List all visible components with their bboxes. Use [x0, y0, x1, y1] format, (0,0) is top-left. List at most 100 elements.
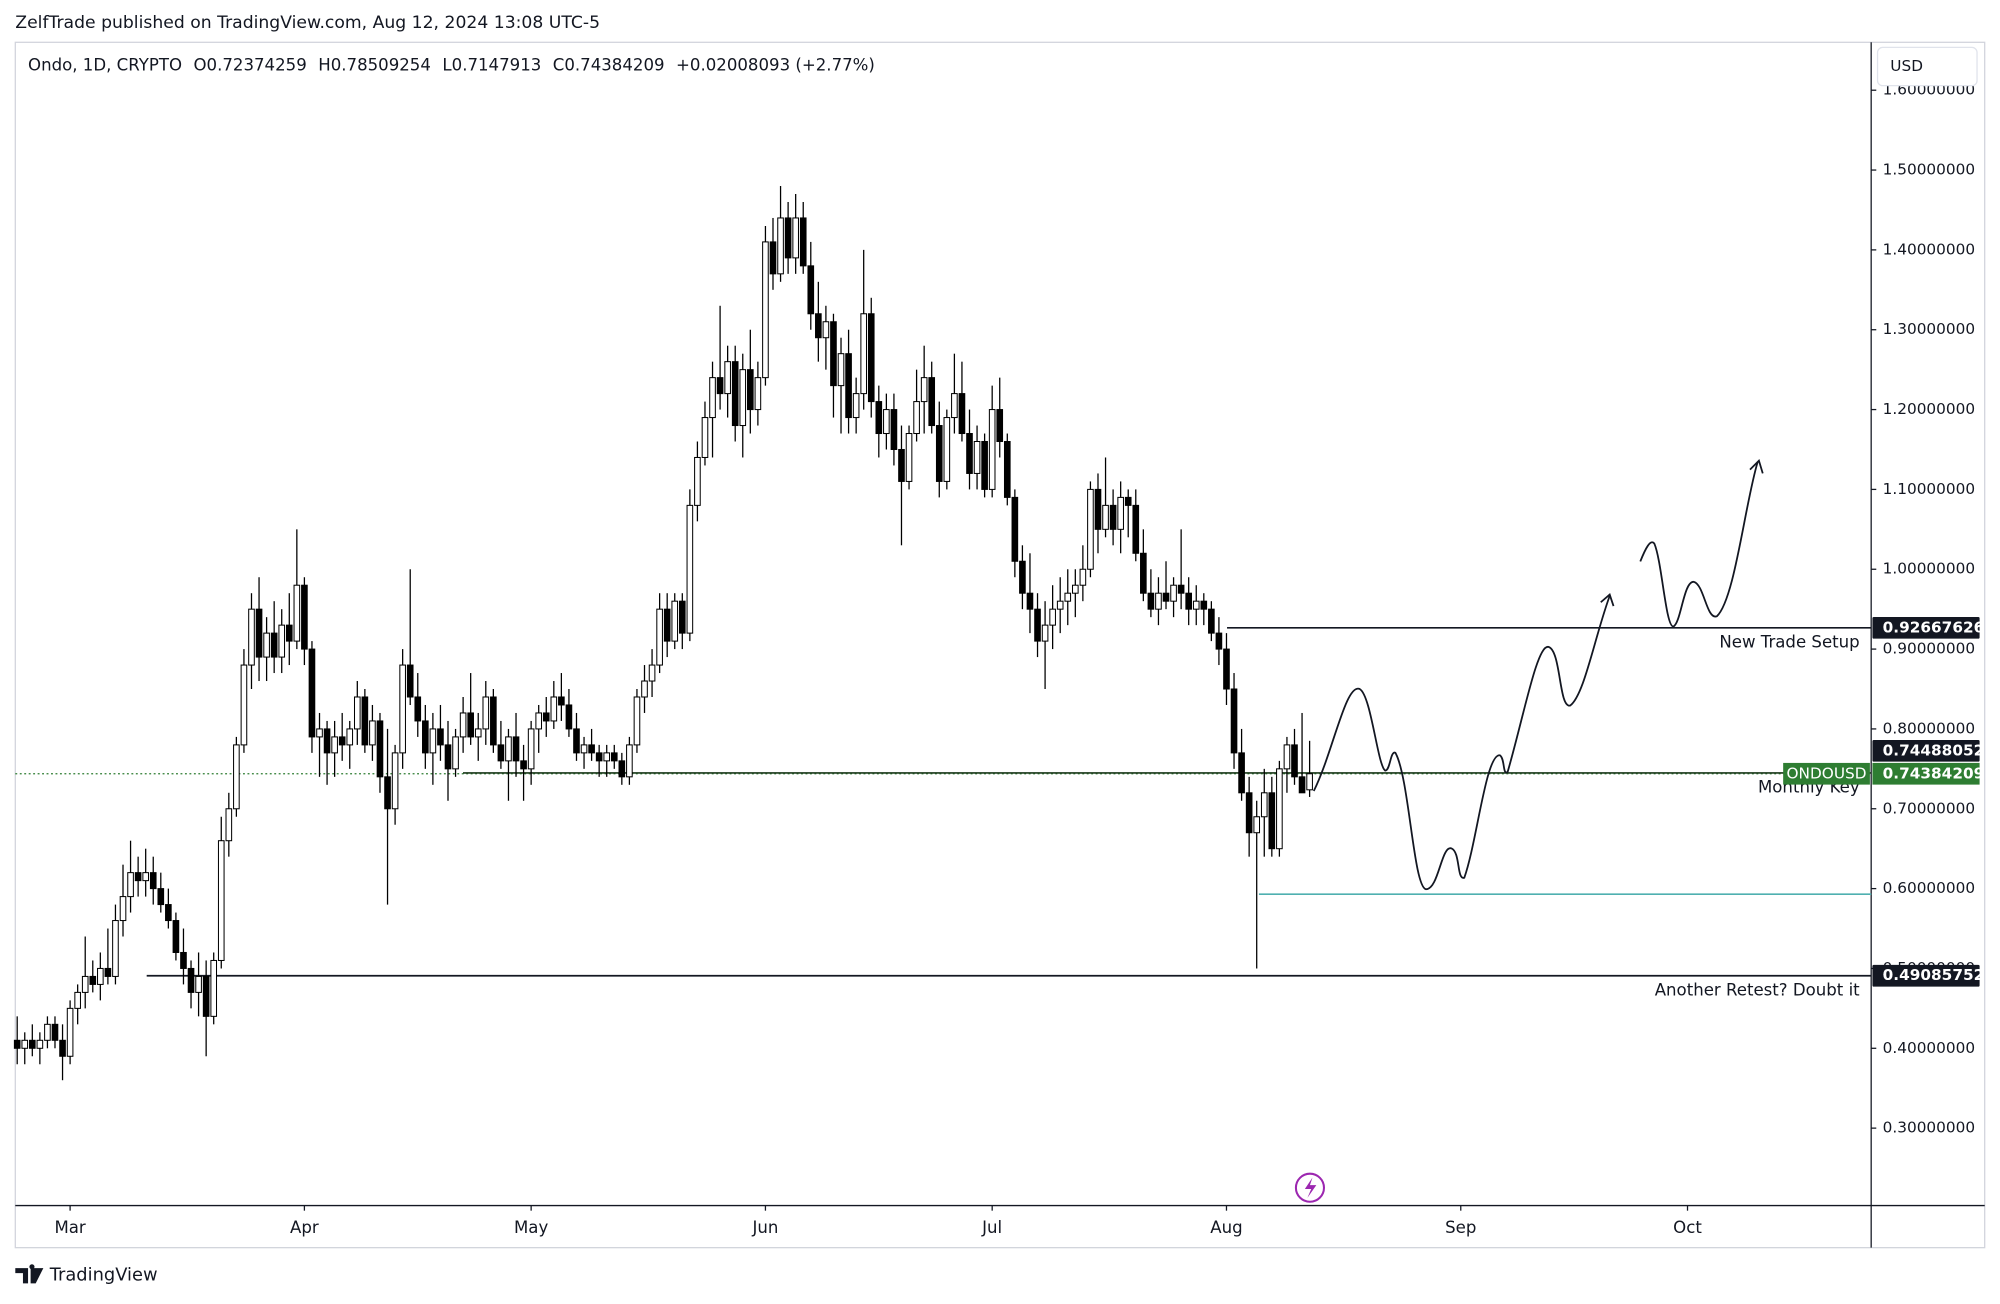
candle-body — [1094, 488, 1102, 530]
candle-body — [157, 888, 165, 906]
projection-path — [1312, 595, 1611, 891]
candle-body — [935, 425, 943, 482]
candle-body — [414, 696, 422, 722]
candle-body — [988, 409, 996, 490]
candle-body — [97, 967, 104, 985]
symbol-box — [1783, 762, 1870, 785]
x-tick-label: Jun — [751, 1218, 778, 1237]
candle-body — [1230, 688, 1238, 754]
legend-key: L — [442, 55, 452, 74]
candle-body — [527, 728, 535, 770]
candle-body — [1026, 592, 1034, 610]
candle-body — [1283, 744, 1291, 770]
candle-body — [331, 736, 338, 754]
brand: TradingView — [49, 1265, 158, 1286]
legend-value: 0.78509254 — [331, 55, 431, 74]
candle-body — [542, 712, 550, 722]
candle-body — [656, 608, 663, 666]
candle-body — [112, 920, 119, 977]
candle-body — [520, 760, 527, 770]
candle-body — [1071, 584, 1079, 594]
legend-key: H — [318, 55, 330, 74]
candle-body — [240, 664, 248, 746]
candle-body — [444, 744, 452, 770]
candle-body — [898, 448, 905, 482]
candle-body — [1162, 592, 1170, 602]
candle-body — [701, 417, 709, 458]
candle-body — [981, 440, 988, 490]
legend-change: +0.02008093 (+2.77%) — [676, 55, 875, 74]
candle-body — [724, 361, 731, 395]
candle-body — [973, 440, 981, 474]
y-tick-label: 1.00000000 — [1883, 560, 1975, 578]
candle-body — [716, 377, 724, 395]
candle-body — [890, 409, 898, 450]
candle-body — [867, 313, 875, 403]
candle-body — [1140, 552, 1147, 594]
candle-body — [837, 353, 845, 387]
candle-body — [172, 920, 180, 953]
candle-body — [353, 696, 361, 730]
alert-icon[interactable] — [1294, 1172, 1325, 1203]
candle-body — [1109, 504, 1117, 530]
candle-body — [13, 1039, 21, 1049]
candle-body — [59, 1039, 66, 1057]
candle-body — [346, 728, 354, 746]
brand-logo — [15, 1264, 44, 1284]
candle-body — [747, 369, 754, 411]
projection-arrowhead — [1600, 593, 1615, 607]
candle-body — [822, 321, 830, 339]
candle-body — [1223, 648, 1230, 690]
candle-body — [149, 872, 157, 890]
candle-body — [437, 728, 444, 746]
candle-body — [550, 696, 558, 722]
candle-body — [1268, 792, 1276, 850]
currency-button[interactable] — [1876, 46, 1978, 87]
candle-body — [595, 752, 603, 762]
candle-body — [497, 744, 505, 762]
candle-body — [852, 393, 860, 419]
y-tick-label: 1.30000000 — [1883, 320, 1975, 338]
y-tick-label: 1.50000000 — [1883, 161, 1975, 179]
projection-path — [1639, 461, 1759, 628]
candle-body — [671, 600, 679, 642]
candle-body — [928, 377, 936, 427]
candle-body — [1102, 504, 1109, 530]
candle-body — [580, 744, 588, 754]
candle-body — [142, 872, 149, 882]
candle-body — [1147, 592, 1155, 610]
candle-body — [1132, 504, 1140, 554]
candle-body — [255, 608, 263, 658]
candle-body — [1019, 560, 1026, 594]
candle-body — [376, 720, 384, 778]
level-price-label: 0.92667626 — [1883, 618, 1985, 636]
candle-body — [263, 632, 270, 658]
candle-body — [1041, 624, 1049, 642]
candle-body — [1298, 776, 1306, 794]
legend-value: 0.72374259 — [207, 55, 307, 74]
x-tick-label: Oct — [1673, 1218, 1702, 1237]
candle-body — [1177, 584, 1185, 594]
level-price-box — [1872, 964, 1980, 987]
candle-body — [28, 1039, 36, 1049]
candle-body — [467, 712, 474, 738]
candle-body — [399, 664, 406, 754]
y-tick-label: 0.90000000 — [1883, 640, 1975, 658]
candle-body — [134, 872, 142, 882]
level-price-label: 0.74488052 — [1883, 741, 1985, 759]
candle-body — [187, 967, 195, 993]
candle-body — [1056, 600, 1064, 610]
candle-body — [777, 217, 784, 275]
currency[interactable]: USD — [1890, 57, 1923, 75]
candle-body — [633, 696, 641, 746]
candle-body — [233, 744, 240, 810]
chart-frame — [14, 41, 1986, 1249]
candle-body — [195, 975, 202, 993]
candle-body — [74, 991, 81, 1009]
candle-body — [731, 361, 739, 427]
candle-body — [678, 600, 686, 634]
legend-value: 0.7147913 — [452, 55, 542, 74]
candle-body — [792, 217, 799, 259]
candle-body — [301, 584, 308, 650]
